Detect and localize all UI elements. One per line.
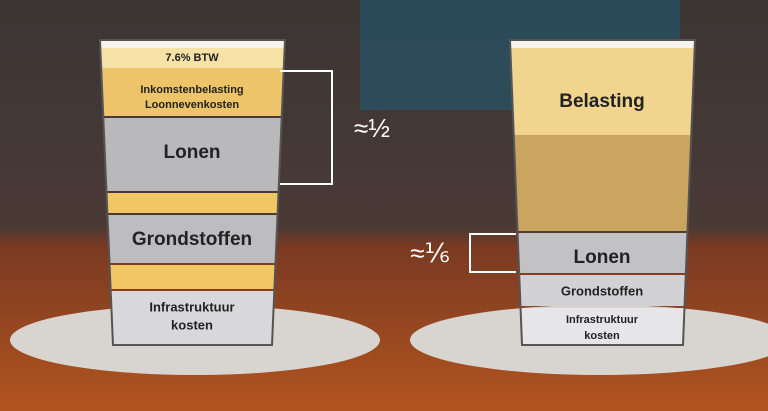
layer-label: Grondstoffen (132, 229, 252, 250)
layer-label: Lonen (574, 247, 631, 268)
infographic: 7.6% BTW Inkomstenbelasting Loonnevenkos… (0, 0, 768, 411)
layer-label: 7.6% BTW (165, 52, 219, 64)
layer-label: Belasting (559, 91, 645, 112)
layer-label: Infrastruktuur (149, 299, 234, 314)
layer-label: Infrastruktuur (566, 314, 639, 326)
layer-label: Lonen (164, 142, 221, 163)
layer-label: kosten (171, 317, 213, 332)
layer-label: Loonnevenkosten (145, 99, 239, 111)
layer-label: Grondstoffen (561, 283, 643, 298)
layer-label: Inkomstenbelasting (140, 84, 243, 96)
layer-label: kosten (584, 330, 620, 342)
annotation: ≈½ (354, 113, 390, 143)
right-glass (500, 20, 710, 348)
annotation: ≈⅙ (410, 238, 449, 268)
